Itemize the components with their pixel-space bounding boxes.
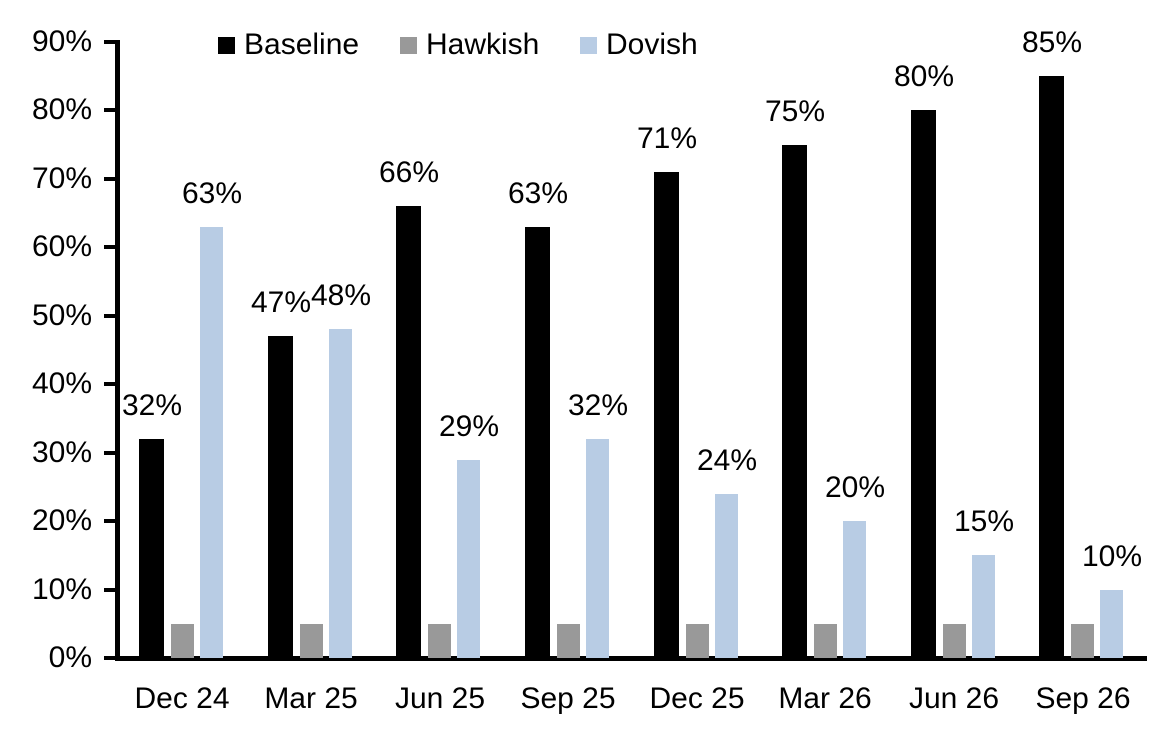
value-label-dovish-jun-25: 29% (438, 410, 500, 443)
bar-dovish-jun-25 (457, 460, 480, 658)
value-label-dovish-mar-25: 48% (310, 279, 372, 312)
bar-baseline-mar-25 (268, 336, 293, 658)
x-axis-category-label-sep-25: Sep 25 (520, 682, 616, 715)
y-axis-tick-90 (104, 40, 115, 44)
y-axis-tick-label-80: 80% (31, 93, 92, 126)
y-axis-tick-30 (104, 451, 115, 455)
legend-item-dovish: Dovish (580, 28, 698, 62)
value-label-baseline-dec-24: 32% (121, 389, 183, 422)
y-axis-tick-10 (104, 588, 115, 592)
y-axis-tick-label-20: 20% (31, 504, 92, 537)
value-label-baseline-sep-26: 85% (1021, 26, 1083, 59)
y-axis-tick-label-90: 90% (31, 25, 92, 58)
legend-swatch-hawkish-icon (400, 36, 417, 54)
y-axis-tick-60 (104, 245, 115, 249)
bar-hawkish-dec-25 (686, 624, 709, 658)
y-axis-tick-20 (104, 519, 115, 523)
y-axis-tick-0 (104, 656, 115, 660)
y-axis-tick-label-40: 40% (31, 367, 92, 400)
y-axis-tick-label-10: 10% (31, 573, 92, 606)
x-axis-category-label-mar-25: Mar 25 (264, 682, 358, 715)
y-axis-line (115, 40, 120, 661)
bar-baseline-dec-24 (139, 439, 164, 658)
bar-dovish-mar-26 (843, 521, 866, 658)
value-label-baseline-sep-25: 63% (507, 177, 569, 210)
x-axis-category-label-jun-25: Jun 25 (394, 682, 486, 715)
bar-baseline-jun-25 (396, 206, 421, 658)
legend-label-hawkish: Hawkish (426, 28, 540, 61)
legend-item-baseline: Baseline (218, 28, 359, 62)
bar-dovish-sep-26 (1100, 590, 1123, 658)
value-label-baseline-mar-26: 75% (764, 95, 826, 128)
value-label-dovish-dec-25: 24% (696, 444, 758, 477)
y-axis-tick-label-0: 0% (48, 641, 92, 674)
legend-item-hawkish: Hawkish (400, 28, 539, 62)
x-axis-category-label-mar-26: Mar 26 (778, 682, 872, 715)
legend-swatch-baseline-icon (218, 36, 235, 54)
y-axis-tick-50 (104, 314, 115, 318)
value-label-baseline-mar-25: 47% (250, 286, 312, 319)
y-axis-tick-80 (104, 108, 115, 112)
x-axis-line (115, 656, 1147, 661)
bar-hawkish-jun-25 (428, 624, 451, 658)
bar-dovish-jun-26 (972, 555, 995, 658)
bar-hawkish-sep-25 (557, 624, 580, 658)
bar-hawkish-sep-26 (1071, 624, 1094, 658)
value-label-dovish-dec-24: 63% (181, 177, 243, 210)
bar-baseline-sep-25 (525, 227, 550, 658)
y-axis-tick-70 (104, 177, 115, 181)
value-label-baseline-jun-26: 80% (893, 60, 955, 93)
value-label-dovish-sep-25: 32% (567, 389, 629, 422)
value-label-dovish-jun-26: 15% (953, 505, 1015, 538)
bar-hawkish-mar-25 (300, 624, 323, 658)
legend-label-baseline: Baseline (244, 28, 360, 61)
bar-baseline-jun-26 (911, 110, 936, 658)
x-axis-category-label-dec-24: Dec 24 (134, 682, 230, 715)
y-axis-tick-label-60: 60% (31, 230, 92, 263)
bar-baseline-sep-26 (1039, 76, 1064, 658)
bar-dovish-sep-25 (586, 439, 609, 658)
value-label-baseline-jun-25: 66% (378, 156, 440, 189)
bar-baseline-dec-25 (654, 172, 679, 658)
bar-hawkish-jun-26 (943, 624, 966, 658)
bar-dovish-mar-25 (329, 329, 352, 658)
value-label-dovish-mar-26: 20% (824, 471, 886, 504)
y-axis-tick-label-70: 70% (31, 162, 92, 195)
x-axis-category-label-jun-26: Jun 26 (908, 682, 1000, 715)
value-label-dovish-sep-26: 10% (1081, 540, 1143, 573)
bar-hawkish-mar-26 (814, 624, 837, 658)
x-axis-category-label-sep-26: Sep 26 (1035, 682, 1131, 715)
bar-hawkish-dec-24 (171, 624, 194, 658)
bar-baseline-mar-26 (782, 145, 807, 658)
y-axis-tick-label-50: 50% (31, 299, 92, 332)
y-axis-tick-40 (104, 382, 115, 386)
value-label-baseline-dec-25: 71% (636, 122, 698, 155)
y-axis-tick-label-30: 30% (31, 436, 92, 469)
bar-dovish-dec-25 (715, 494, 738, 658)
legend-label-dovish: Dovish (606, 28, 698, 61)
bar-dovish-dec-24 (200, 227, 223, 658)
x-axis-category-label-dec-25: Dec 25 (649, 682, 745, 715)
legend-swatch-dovish-icon (580, 36, 597, 54)
